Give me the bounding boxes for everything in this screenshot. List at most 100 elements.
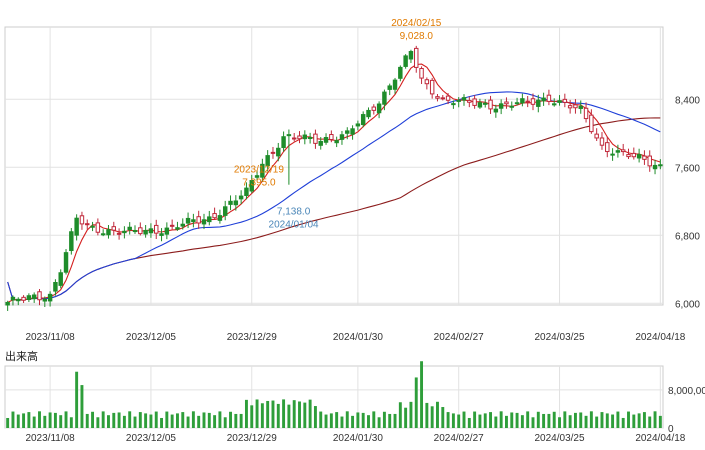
candle-body [498,103,504,109]
volume-bar [303,402,307,428]
volume-bar [324,414,328,428]
volume-bar [229,411,232,428]
volume-bar [165,411,169,428]
volume-bar [457,414,461,428]
candle-body [69,231,74,252]
candle-body [254,175,260,178]
candle-body [445,95,451,101]
volume-bar [404,407,408,428]
volume-bar [48,412,52,428]
candle-body [175,227,180,230]
candle-body [79,215,85,225]
candle-body [159,233,164,236]
volume-bar [117,412,121,428]
candle-body [95,222,101,233]
candle-body [398,66,403,79]
volume-x-tick-label: 2023/12/29 [227,433,277,444]
volume-bar [526,411,530,428]
volume-bar [91,411,95,428]
annotations: 2024/02/15 9,028.0 2023/12/19 7,395.0 7,… [234,18,442,231]
volume-x-tick-label: 2023/12/05 [126,433,176,444]
candle-body [626,154,631,158]
candle-body [403,55,408,67]
candle-body [132,230,138,233]
volume-bar [409,401,413,428]
volume-y-tick-label: 8,000,00 [668,386,705,397]
candle-body [493,108,499,113]
price-x-ticks: 2023/11/08 2023/12/05 2023/12/29 2024/01/30… [25,332,685,343]
volume-bar [176,413,179,428]
low-annotation-value: 7,395.0 [242,178,276,189]
volume-bar [218,411,222,428]
candle-body [207,216,212,223]
candle-body [276,147,281,157]
volume-bar [653,411,657,428]
candle-body [116,232,122,235]
volume-bar [462,411,466,428]
price-x-tick-label: 2023/11/08 [25,332,75,343]
volume-bar [420,361,424,428]
volume-x-tick-label: 2024/04/18 [635,433,685,444]
volume-bar [393,413,397,428]
candle-body [100,233,106,236]
candle-body [90,225,95,228]
volume-bar [499,411,503,428]
candle-body [350,128,355,135]
candle-body [238,195,244,200]
volume-bar [287,404,291,428]
volume-bar [160,417,163,428]
volume-bar [308,399,312,428]
volume-bar [536,411,540,428]
volume-bar [101,411,105,428]
volume-bar [388,413,392,428]
volume-bar [632,414,636,428]
volume-bar [213,415,217,428]
price-x-tick-label: 2024/04/18 [635,332,685,343]
candle-body [583,107,589,120]
volume-bar [584,415,588,428]
volume-x-tick-label: 2024/01/30 [333,433,383,444]
volume-bar [335,412,339,428]
volume-bar [595,416,599,428]
volume-bar [271,400,275,428]
volume-bar [11,411,15,428]
candle-body [477,102,483,108]
volume-bar [441,407,445,428]
volume-bar [382,411,386,428]
candle-body [339,134,345,140]
candle-body [594,133,599,139]
price-panel: 6,000 6,800 7,600 8,400 2024/02/15 9,028.0 … [4,18,700,343]
volume-bar [547,413,551,428]
candle-body [567,105,573,109]
price-y-ticks: 6,000 6,800 7,600 8,400 [675,95,700,310]
volume-bar [6,417,10,428]
candle-body [610,153,615,156]
candle-body [265,155,270,167]
candle-body [392,79,398,90]
price-plot-frame [4,26,664,306]
price-x-tick-label: 2023/12/29 [227,332,277,343]
candle-body [307,137,313,140]
candle-body [461,97,467,101]
candle-body [318,140,323,146]
price-y-tick-label: 7,600 [675,163,700,174]
volume-bar [568,415,572,428]
price-y-tick-label: 6,000 [675,299,700,310]
volume-bar [260,403,264,428]
volume-bar [483,413,487,428]
volume-bar [53,412,57,428]
candle-body [281,136,286,149]
volume-bar [64,411,68,428]
volume-bar [255,399,259,428]
price-x-tick-label: 2024/02/27 [434,332,484,343]
candle-body [419,68,424,79]
candle-body [589,114,594,133]
candle-body [435,96,440,99]
volume-panel: 出来高 8,000,000 2023/11/08 2023/12/05 2023/1… [4,349,705,444]
volume-bar [239,413,243,428]
candle-body [636,154,642,159]
volume-x-tick-label: 2024/02/27 [434,433,484,444]
volume-bar [32,416,36,428]
candle-body [233,200,239,206]
candle-body [270,151,276,154]
